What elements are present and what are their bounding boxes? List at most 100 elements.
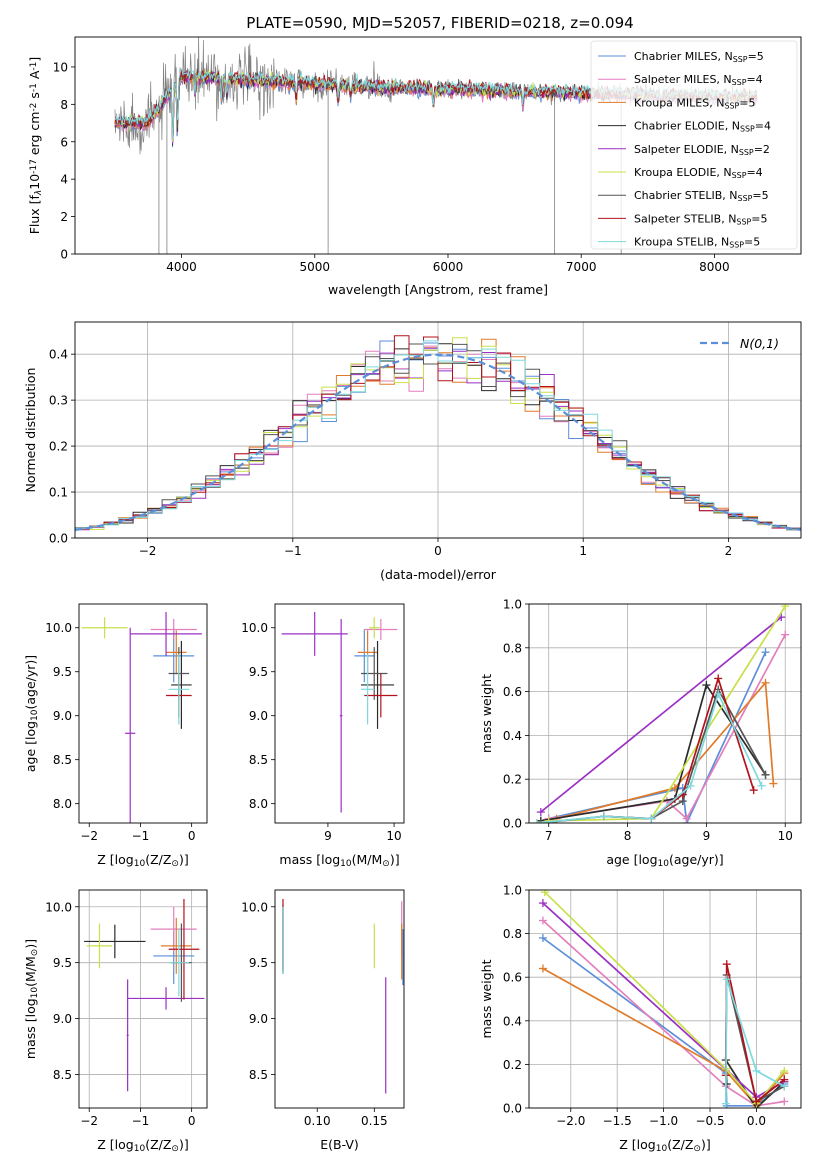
axes-frame	[528, 603, 802, 824]
ticks-massweight_vs_age: 7 8 9 10 0.0 0.2 0.4 0.6 0.8 1.0	[503, 598, 793, 844]
x-tick-label: 9	[324, 829, 332, 843]
y-tick-label: 0.4	[503, 1014, 522, 1028]
error-bar-point	[171, 640, 192, 729]
axes-spectrum: 4000 5000 6000 7000 8000 0 2 4 6 8 10 wavelength [A…	[27, 36, 802, 297]
y-tick-label: 0.0	[503, 817, 522, 831]
ticks-mass_vs_EBV: 0.10 0.15 8.5 9.0 9.5 10.0	[241, 900, 387, 1128]
x-axis-label: E(B-V)	[320, 1137, 359, 1152]
axes-residuals: −2 −1 0 1 2 0.0 0.1 0.2 0.3 0.4 (data-model)/error…	[23, 321, 802, 582]
x-axis-label: Z [log10(Z/Z⊙)]	[97, 852, 188, 869]
y-tick-label: 9.0	[53, 1012, 72, 1026]
x-axis-label: (data-model)/error	[380, 567, 497, 582]
x-tick-label: 2	[725, 544, 733, 558]
residual-histogram-8	[75, 340, 801, 532]
axes-frame	[274, 889, 405, 1109]
y-tick-label: 9.5	[53, 956, 72, 970]
error-bar-point	[81, 617, 128, 639]
y-axis-label: mass [log10(M/M⊙)]	[23, 939, 40, 1059]
error-bar-point	[126, 979, 129, 1092]
y-tick-label: 0.2	[49, 440, 68, 454]
ticks-residuals: −2 −1 0 1 2 0.0 0.1 0.2 0.3 0.4	[49, 348, 732, 558]
axes-frame	[74, 321, 802, 539]
plot-area-mass_vs_Z	[84, 898, 205, 1092]
error-bar-point	[339, 618, 343, 813]
y-tick-label: 0.6	[503, 685, 522, 699]
axes-mass_vs_Z: −2 −1 0 8.5 9.0 9.5 10.0 Z [log10(Z/Z⊙)] mass [l…	[23, 889, 208, 1154]
data-marker	[599, 812, 608, 821]
axes-mass_vs_EBV: 0.10 0.15 8.5 9.0 9.5 10.0 E(B-V)	[241, 889, 405, 1152]
y-axis-label: Normed distribution	[23, 368, 38, 493]
error-bar-point	[168, 929, 190, 997]
data-marker	[682, 814, 691, 823]
plot-area-residuals	[75, 335, 801, 533]
x-tick-label: 9	[703, 829, 711, 843]
gaussian-curve	[75, 353, 801, 531]
legend-entry: Chabrier STELIB, NSSP=5	[634, 189, 769, 203]
x-axis-label: Z [log10(Z/Z⊙)]	[619, 1137, 710, 1154]
y-tick-label: 8.5	[53, 753, 72, 767]
mass-weight-series-8	[724, 979, 785, 1104]
data-marker	[781, 604, 790, 611]
x-tick-label: −2	[80, 1114, 98, 1128]
x-axis-label: Z [log10(Z/Z⊙)]	[97, 1137, 188, 1154]
error-bar-point	[150, 618, 197, 641]
plot-area-mass_vs_EBV	[282, 898, 404, 1094]
y-tick-label: 0.4	[503, 729, 522, 743]
data-marker	[686, 781, 695, 790]
y-tick-label: 10	[53, 60, 68, 74]
y-tick-label: 0.8	[503, 641, 522, 655]
plot-area-age_vs_Z	[81, 611, 202, 823]
y-tick-label: 9.5	[249, 956, 268, 970]
legend-entry: Chabrier MILES, NSSP=5	[634, 50, 764, 64]
data-marker	[714, 689, 723, 698]
y-tick-label: 8	[60, 98, 68, 112]
mass-weight-series-1	[542, 919, 785, 1107]
x-tick-label: −1	[284, 544, 302, 558]
data-marker	[761, 770, 770, 779]
error-bar-point	[361, 654, 375, 725]
y-tick-label: 8.0	[53, 797, 72, 811]
x-tick-label: 7	[545, 829, 553, 843]
y-tick-label: 9.5	[249, 665, 268, 679]
x-tick-label: 0	[188, 1114, 196, 1128]
x-tick-label: 0.10	[304, 1114, 331, 1128]
x-tick-label: −2	[139, 544, 157, 558]
y-tick-label: 0.0	[503, 1102, 522, 1116]
y-tick-label: 1.0	[503, 884, 522, 898]
mass-weight-series-5	[544, 891, 785, 1105]
data-marker	[752, 1066, 761, 1075]
x-axis-label: age [log10(age/yr)]	[606, 852, 723, 869]
y-tick-label: 4	[60, 173, 68, 187]
error-bar-point	[361, 647, 388, 700]
axes-frame	[528, 889, 802, 1109]
legend-entry: Salpeter ELODIE, NSSP=2	[634, 143, 770, 157]
y-tick-label: 8.5	[53, 1068, 72, 1082]
error-bar-point	[166, 630, 187, 675]
y-axis-label: Flux [fλ10-17 erg cm-2 s-1 A-1]	[27, 57, 44, 235]
figure-title: PLATE=0590, MJD=52057, FIBERID=0218, z=0…	[246, 14, 633, 32]
data-marker	[780, 1066, 789, 1075]
data-marker	[538, 899, 547, 908]
y-axis-label: mass weight	[479, 959, 494, 1038]
error-bar-point	[125, 627, 136, 823]
x-tick-label: 7000	[566, 260, 597, 274]
error-bar-point	[364, 673, 398, 718]
x-tick-label: 8000	[699, 260, 730, 274]
y-tick-label: 0.6	[503, 971, 522, 985]
legend-entry: Kroupa MILES, NSSP=5	[634, 96, 755, 110]
data-marker	[721, 1099, 730, 1108]
y-axis-label: mass weight	[479, 674, 494, 753]
axes-frame	[274, 603, 405, 824]
error-bar-point	[130, 611, 202, 656]
x-axis-label: mass [log10(M/M⊙)]	[279, 852, 399, 869]
axes-massweight_vs_Z: −2.0 −1.5 −1.0 −0.5 0.0 0.0 0.2 0.4 0.6 0.8 1.0 Z […	[479, 884, 802, 1154]
error-bar-point	[168, 898, 200, 1000]
data-marker	[722, 960, 731, 969]
mass-weight-series-8	[536, 691, 763, 823]
data-marker	[769, 779, 778, 788]
x-tick-label: 10	[386, 829, 401, 843]
x-tick-label: 4000	[166, 260, 197, 274]
spectrum-legend: Chabrier MILES, NSSP=5 Salpeter MILES, NS…	[590, 40, 798, 250]
y-tick-label: 8.0	[249, 797, 268, 811]
